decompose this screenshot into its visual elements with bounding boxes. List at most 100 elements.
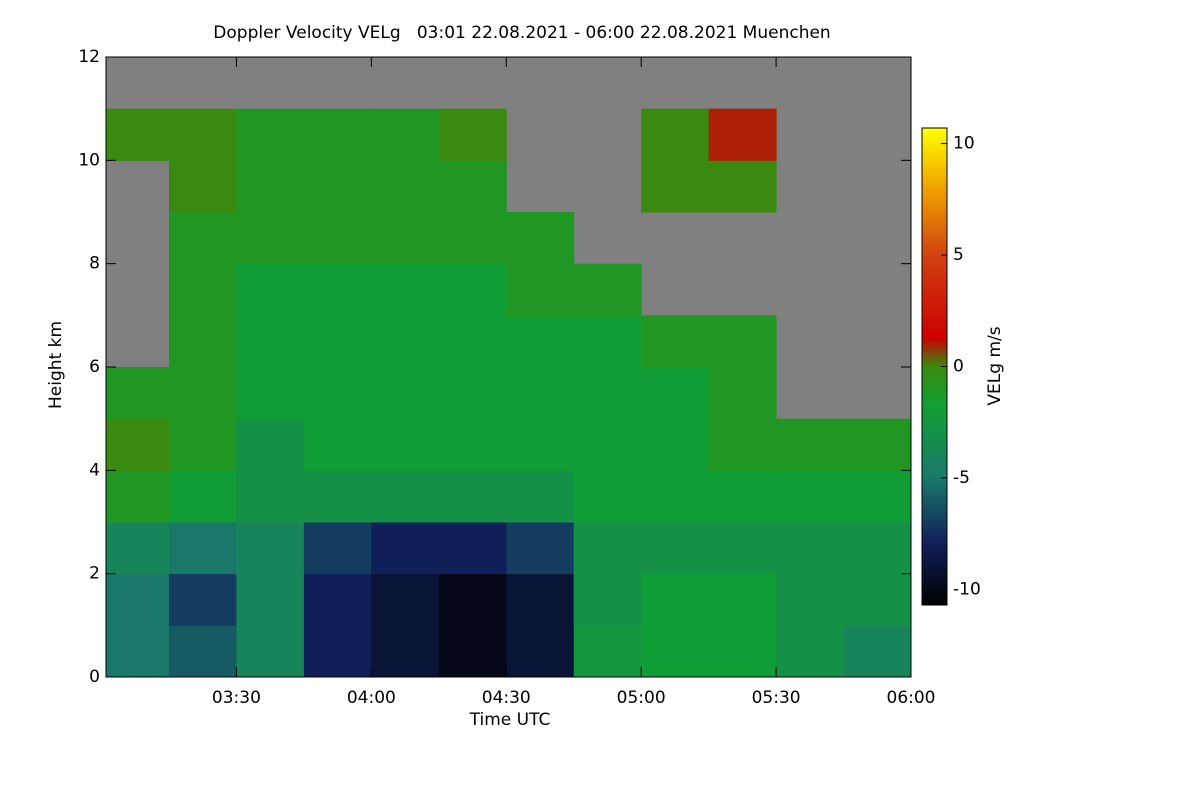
y-axis-label: Height km [46,321,66,409]
heatmap-cell [641,573,710,626]
heatmap-cell [776,470,845,523]
colorbar-tick-label: -10 [953,579,981,599]
heatmap-cell [506,315,575,368]
heatmap-cell [236,522,305,575]
heatmap-cell [303,625,372,678]
heatmap-cell [506,522,575,575]
heatmap-cell [573,625,642,678]
heatmap-cell [236,470,305,523]
heatmap-cell [843,470,912,523]
heatmap-cell [506,263,575,316]
heatmap-cell [168,625,237,678]
heatmap-cell [573,263,642,316]
heatmap-cell [371,573,440,626]
heatmap-cell [438,212,507,265]
heatmap-cell [708,315,777,368]
heatmap-cell [371,418,440,471]
heatmap-cell [236,160,305,213]
x-tick-label: 04:00 [347,688,396,708]
heatmap-cell [106,470,170,523]
heatmap-cell [641,470,710,523]
heatmap-cell [106,418,170,471]
heatmap-cell [303,522,372,575]
heatmap-cell [168,418,237,471]
heatmap-cell [303,418,372,471]
heatmap-cell [168,470,237,523]
heatmap-cell [641,625,710,678]
heatmap-cell [708,522,777,575]
heatmap-cell [438,573,507,626]
x-tick-label: 06:00 [887,688,936,708]
heatmap-cell [106,573,170,626]
heatmap-cell [438,470,507,523]
heatmap-cell [371,315,440,368]
heatmap-cell [641,522,710,575]
heatmap-cell [708,108,777,161]
y-tick-label: 6 [89,357,100,377]
chart-title: Doppler Velocity VELg 03:01 22.08.2021 -… [213,23,830,43]
x-tick-label: 05:00 [617,688,666,708]
heatmap-cell [641,108,710,161]
heatmap-cell [438,367,507,420]
heatmap-cell [438,160,507,213]
heatmap-cell [371,625,440,678]
heatmap-cell [106,108,170,161]
heatmap-cell [371,108,440,161]
heatmap-cell [303,263,372,316]
heatmap-cell [168,263,237,316]
heatmap-cell [106,625,170,678]
heatmap-cell [303,212,372,265]
heatmap-cell [438,108,507,161]
heatmap-cell [506,573,575,626]
heatmap-cell [843,625,912,678]
heatmap-cell [506,470,575,523]
heatmap-cell [236,315,305,368]
heatmap-cell [506,367,575,420]
heatmap-cell [371,470,440,523]
heatmap-cell [641,367,710,420]
heatmap-cell [303,315,372,368]
y-tick-label: 8 [89,254,100,274]
heatmap-cell [776,625,845,678]
heatmap-cell [371,160,440,213]
y-tick-label: 0 [89,667,100,687]
x-tick-label: 05:30 [752,688,801,708]
heatmap-cell [168,212,237,265]
y-tick-label: 12 [78,47,100,67]
heatmap-cell [236,418,305,471]
x-axis-label: Time UTC [469,710,551,730]
heatmap-cell [506,418,575,471]
heatmap-cell [776,522,845,575]
heatmap-cell [438,263,507,316]
heatmap-cell [168,160,237,213]
heatmap-cell [236,263,305,316]
heatmap-cell [506,212,575,265]
colorbar-tick-label: 0 [953,357,964,377]
heatmap-cell [236,367,305,420]
heatmap-cell [843,418,912,471]
heatmap-cell [303,160,372,213]
heatmap-cell [236,625,305,678]
heatmap-cell [573,522,642,575]
heatmap-cell [303,470,372,523]
heatmap-cell [303,108,372,161]
y-tick-label: 10 [78,150,100,170]
heatmap-cell [708,625,777,678]
heatmap-cell [236,108,305,161]
y-tick-label: 2 [89,564,100,584]
heatmap-cell [708,470,777,523]
heatmap-cell [168,108,237,161]
heatmap-cell [776,573,845,626]
heatmap-cell [708,160,777,213]
x-tick-label: 03:30 [212,688,261,708]
heatmap-cell [371,263,440,316]
heatmap-cell [641,160,710,213]
heatmap-cell [573,573,642,626]
heatmap-cell [438,418,507,471]
colorbar-tick-label: -5 [953,468,970,488]
x-tick-label: 04:30 [482,688,531,708]
heatmap-cell [168,367,237,420]
heatmap-cell [573,367,642,420]
heatmap-cell [438,625,507,678]
heatmap-cell [573,418,642,471]
